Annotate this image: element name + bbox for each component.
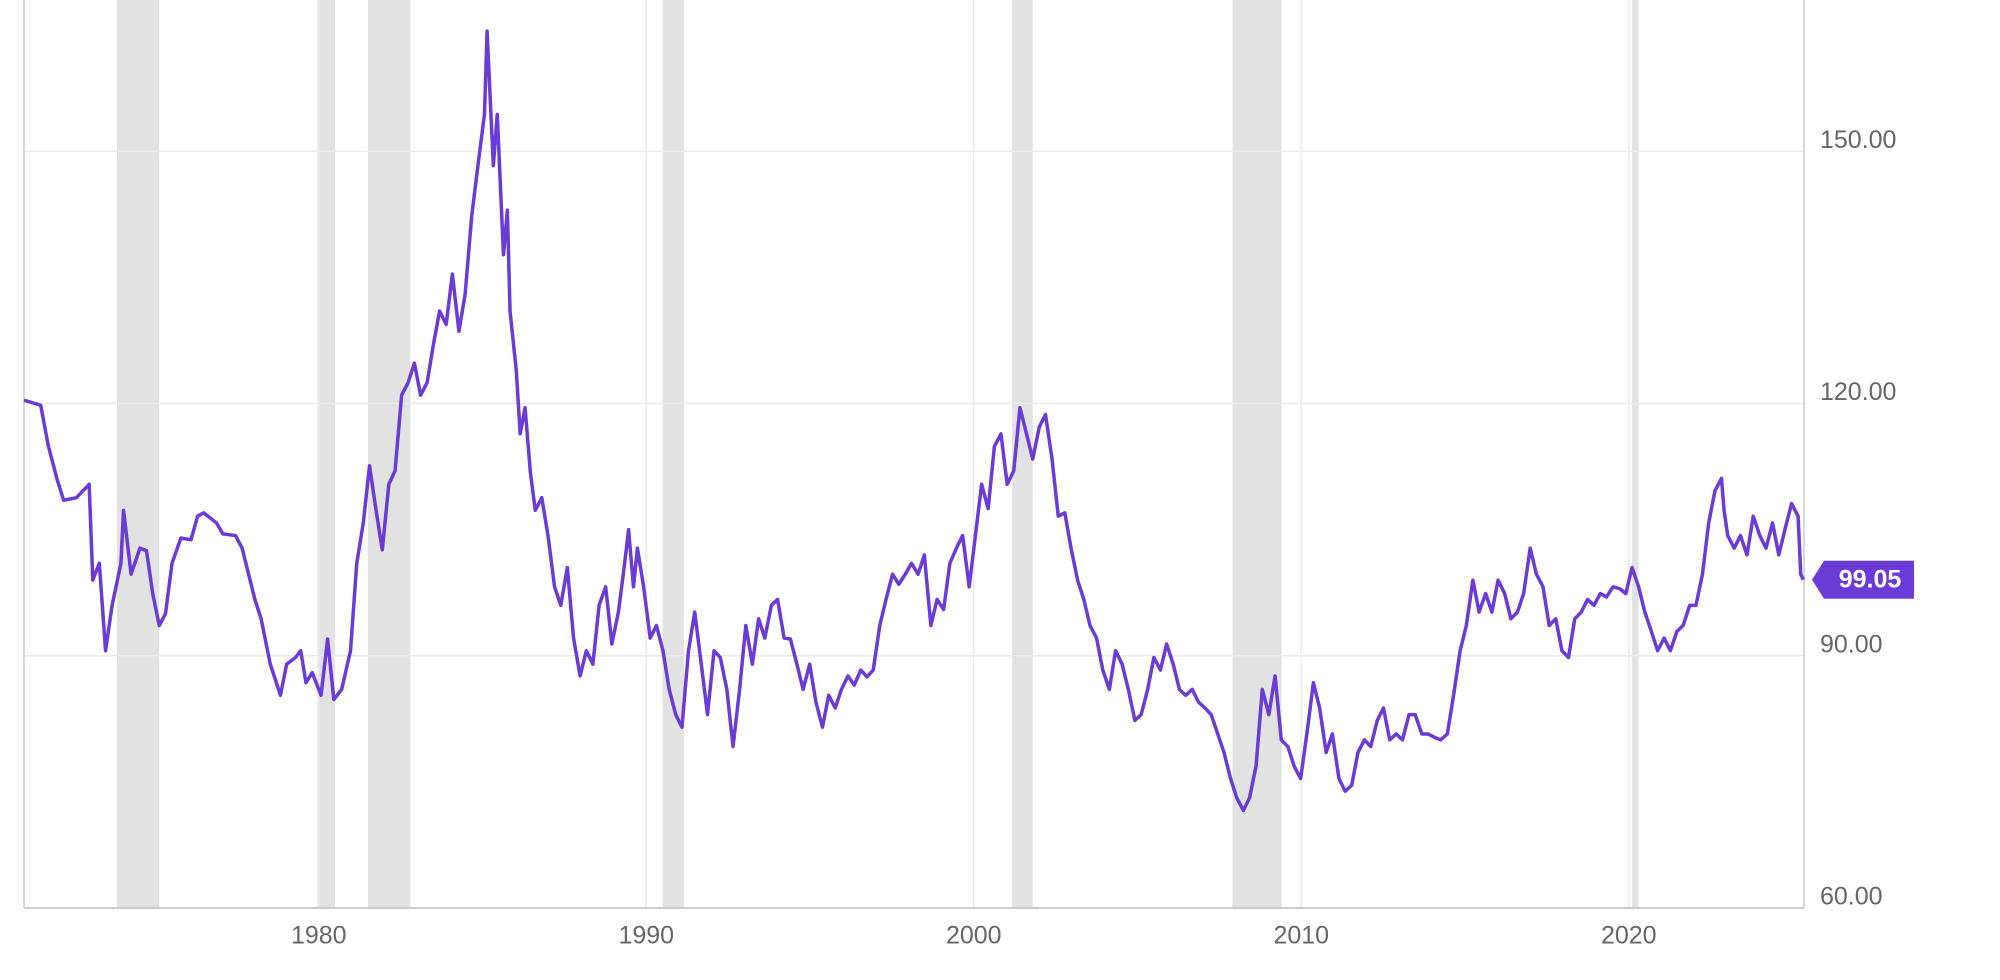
recession-band (1632, 0, 1639, 908)
recession-band (317, 0, 336, 908)
line-series (23, 29, 1805, 813)
x-tick-label: 2010 (1273, 922, 1329, 950)
value-badge (1812, 560, 1914, 599)
recession-band (1232, 0, 1282, 908)
recession-band (117, 0, 160, 908)
y-tick-label: 60.00 (1820, 883, 1883, 911)
x-tick-label: 1980 (291, 922, 347, 950)
recession-band (367, 0, 411, 908)
recession-band (1012, 0, 1033, 908)
y-tick-label: 150.00 (1820, 126, 1896, 154)
y-tick-label: 120.00 (1820, 378, 1896, 406)
x-tick-label: 2020 (1601, 922, 1657, 950)
x-tick-label: 2000 (946, 922, 1002, 950)
recession-band (662, 0, 684, 908)
x-tick-label: 1990 (618, 922, 674, 950)
y-tick-label: 90.00 (1820, 630, 1883, 658)
value-badge-label: 99.05 (1839, 565, 1902, 593)
